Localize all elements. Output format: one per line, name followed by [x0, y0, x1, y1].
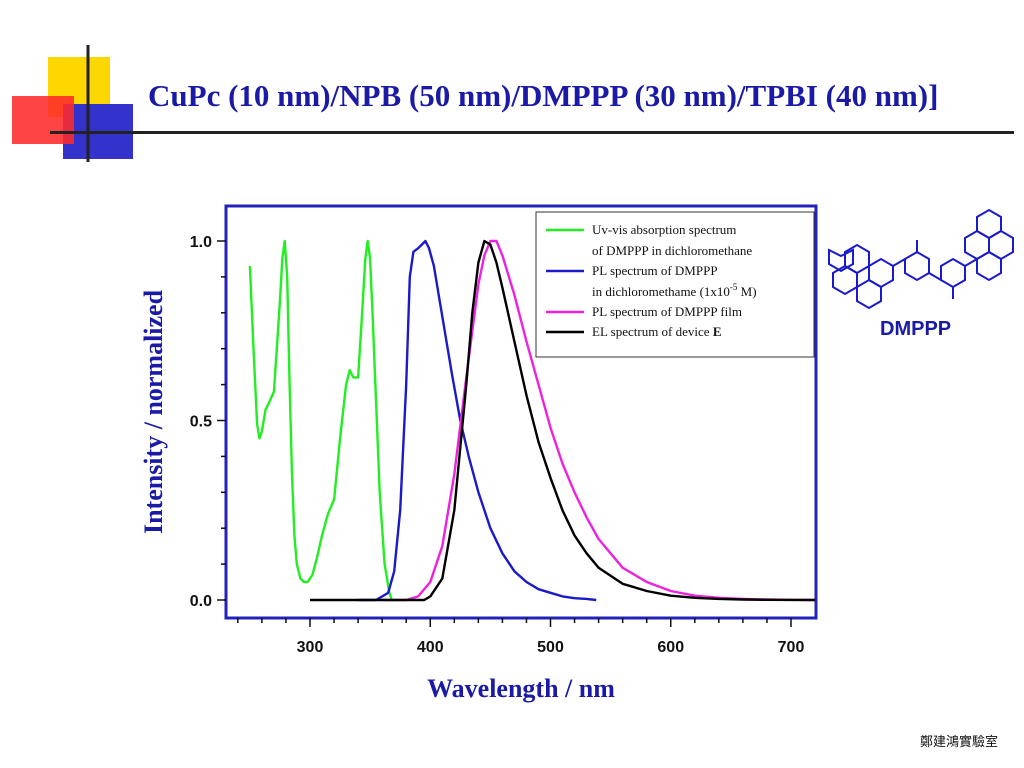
- title-divider: [50, 131, 1014, 134]
- series-curves: [248, 239, 816, 602]
- molecule-label: DMPPP: [880, 318, 952, 340]
- y-tick-label: 1.0: [190, 234, 212, 251]
- y-tick-label: 0.5: [190, 414, 212, 431]
- series-line-2: [358, 239, 597, 602]
- legend-label-3: PL spectrum of DMPPP film: [592, 304, 742, 319]
- series-line-1: [248, 239, 393, 601]
- plot-frame: [224, 204, 818, 620]
- x-tick-label: 300: [297, 639, 324, 656]
- x-tick-label: 600: [657, 639, 684, 656]
- x-tick-label: 500: [537, 639, 564, 656]
- legend-label-1-line-1: Uv-vis absorption spectrum: [592, 222, 736, 237]
- legend-label-4: EL spectrum of device E: [592, 324, 721, 339]
- x-tick-label: 700: [778, 639, 805, 656]
- footer-lab-name: 鄭建鴻實驗室: [919, 735, 998, 750]
- x-tick-label: 400: [417, 639, 444, 656]
- legend-label-2-line-1: PL spectrum of DMPPP: [592, 263, 718, 278]
- logo-red-square: [12, 96, 74, 144]
- series-line-3: [382, 239, 816, 602]
- legend-label-2-line-2: in dichloromethame (1x10-5 M): [592, 282, 757, 299]
- y-tick-label: 0.0: [190, 593, 212, 610]
- legend-label-1-line-2: of DMPPP in dichloromethane: [592, 243, 752, 258]
- page-title: CuPc (10 nm)/NPB (50 nm)/DMPPP (30 nm)/T…: [148, 78, 939, 113]
- axis-ticks: 300 400 500 600 700 0.0 0.5 1.0: [190, 234, 805, 656]
- y-axis-label: Intensity / normalized: [139, 289, 168, 534]
- legend: Uv-vis absorption spectrum of DMPPP in di…: [535, 211, 815, 358]
- series-line-4: [310, 239, 816, 602]
- dmppp-molecule-structure: [828, 208, 1014, 310]
- x-axis-label: Wavelength / nm: [427, 674, 615, 703]
